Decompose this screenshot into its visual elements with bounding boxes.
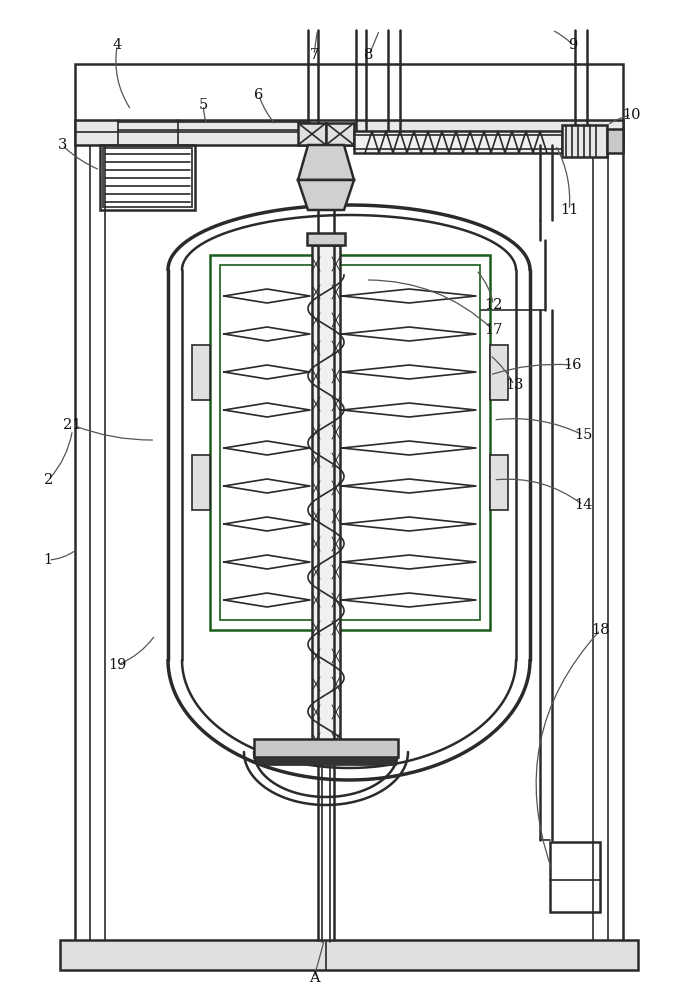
Bar: [562, 125, 607, 157]
Text: 13: 13: [505, 378, 523, 392]
Text: 18: 18: [591, 623, 609, 637]
Text: 11: 11: [560, 203, 578, 217]
Bar: [607, 129, 623, 153]
Bar: [100, 145, 195, 210]
Text: A: A: [308, 971, 319, 985]
Bar: [192, 345, 210, 400]
Text: 6: 6: [254, 88, 264, 102]
Bar: [220, 265, 480, 620]
Bar: [312, 245, 340, 755]
Text: 16: 16: [564, 358, 582, 372]
Text: 2: 2: [43, 473, 53, 487]
Text: 21: 21: [63, 418, 81, 432]
Bar: [298, 123, 326, 145]
Bar: [60, 940, 638, 970]
Bar: [192, 455, 210, 510]
Bar: [256, 757, 396, 765]
Bar: [210, 255, 490, 630]
Text: 17: 17: [484, 323, 502, 337]
Text: 3: 3: [57, 138, 67, 152]
Bar: [254, 739, 398, 757]
Text: 4: 4: [112, 38, 122, 52]
Text: 1: 1: [43, 553, 53, 567]
Polygon shape: [298, 180, 354, 210]
Bar: [550, 842, 600, 912]
Bar: [103, 148, 192, 207]
Text: 7: 7: [309, 48, 319, 62]
Text: 19: 19: [108, 658, 126, 672]
Text: 12: 12: [484, 298, 502, 312]
Polygon shape: [298, 145, 354, 180]
Bar: [354, 131, 562, 153]
Bar: [490, 455, 508, 510]
Text: 8: 8: [364, 48, 374, 62]
Text: 9: 9: [568, 38, 578, 52]
Text: 15: 15: [574, 428, 592, 442]
Bar: [326, 123, 354, 145]
Bar: [307, 233, 345, 245]
Bar: [75, 64, 623, 942]
Bar: [490, 345, 508, 400]
Text: 5: 5: [199, 98, 208, 112]
Text: 14: 14: [574, 498, 592, 512]
Bar: [75, 120, 623, 145]
Text: 10: 10: [622, 108, 640, 122]
